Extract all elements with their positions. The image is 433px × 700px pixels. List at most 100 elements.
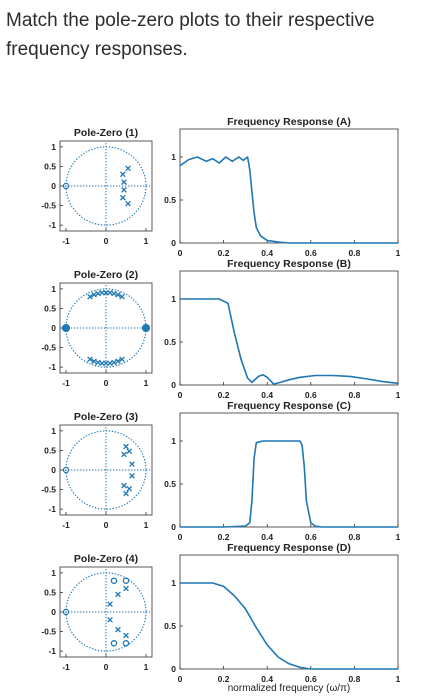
pole-marker-2-15 bbox=[111, 359, 117, 366]
fr-xtick-label-2-4: 0.8 bbox=[348, 390, 360, 400]
fr-title-2: Frequency Response (B) bbox=[227, 258, 351, 270]
fr-xtick-label-1-5: 1 bbox=[396, 248, 401, 258]
pole-marker-3-6 bbox=[126, 485, 133, 492]
fr-axes-4 bbox=[179, 554, 399, 670]
fr-ytick-label-1-2: 0 bbox=[171, 238, 176, 248]
pole-marker-4-5 bbox=[123, 632, 129, 639]
pole-marker-1-1 bbox=[119, 171, 126, 178]
pz-ytick-label-4-3: -0.5 bbox=[41, 627, 56, 637]
fr-xtick-label-3-0: 0 bbox=[178, 532, 183, 542]
fr-ytick-label-2-2: 0 bbox=[171, 380, 176, 390]
pole-marker-4-3 bbox=[107, 616, 113, 623]
zero-marker-4-1 bbox=[110, 577, 118, 584]
pole-marker-3-0 bbox=[123, 443, 129, 450]
pole-marker-4-2 bbox=[107, 601, 113, 608]
pz-ytick-label-2-3: -0.5 bbox=[41, 343, 56, 353]
zero-marker-3-0 bbox=[62, 466, 70, 474]
zero-marker-4-0 bbox=[62, 608, 70, 616]
fr-xtick-label-2-5: 1 bbox=[396, 390, 401, 400]
pole-marker-2-1 bbox=[91, 291, 97, 298]
fr-title-3: Frequency Response (C) bbox=[227, 400, 351, 412]
pz-ytick-label-1-2: 0 bbox=[51, 181, 56, 191]
fr-title-4: Frequency Response (D) bbox=[227, 542, 351, 554]
pz-ytick-label-2-0: 1 bbox=[51, 284, 56, 294]
fr-xtick-label-3-2: 0.4 bbox=[261, 532, 273, 542]
pz-xtick-label-3-1: 0 bbox=[104, 520, 109, 530]
pole-marker-2-9 bbox=[87, 356, 93, 363]
pz-ytick-label-3-2: 0 bbox=[51, 465, 56, 475]
zero-marker-4-2 bbox=[122, 577, 130, 584]
pole-marker-3-4 bbox=[129, 473, 135, 479]
pz-ytick-label-1-3: -0.5 bbox=[41, 201, 56, 211]
pz-ytick-label-1-0: 1 bbox=[51, 142, 56, 152]
fr-xtick-label-3-4: 0.8 bbox=[348, 532, 360, 542]
pole-marker-2-6 bbox=[111, 290, 117, 297]
pole-marker-4-1 bbox=[115, 591, 121, 598]
zero-marker-4-4 bbox=[110, 640, 118, 647]
pz-xtick-label-3-0: -1 bbox=[62, 520, 70, 530]
x-axis-label: normalized frequency (ω/π) bbox=[228, 683, 351, 694]
pole-marker-3-1 bbox=[126, 448, 133, 455]
pz-ytick-label-2-2: 0 bbox=[51, 323, 56, 333]
fr-xtick-label-1-2: 0.4 bbox=[261, 248, 273, 258]
pz-ytick-label-1-1: 0.5 bbox=[44, 161, 56, 171]
fr-xtick-label-4-1: 0.2 bbox=[218, 674, 230, 684]
fr-ytick-label-3-2: 0 bbox=[171, 522, 176, 532]
response-curve-3 bbox=[180, 440, 398, 528]
pz-ytick-label-4-0: 1 bbox=[51, 568, 56, 578]
fr-xtick-label-2-0: 0 bbox=[178, 390, 183, 400]
pz-xtick-label-1-2: 1 bbox=[144, 236, 149, 246]
fr-xtick-label-3-3: 0.6 bbox=[305, 532, 317, 542]
pz-ytick-label-4-4: -1 bbox=[48, 646, 56, 656]
fr-xtick-label-3-1: 0.2 bbox=[218, 532, 230, 542]
pz-xtick-label-1-0: -1 bbox=[62, 236, 70, 246]
pz-xtick-label-2-2: 1 bbox=[144, 378, 149, 388]
response-curve-4 bbox=[180, 582, 398, 670]
fr-axes-2 bbox=[179, 270, 399, 386]
fr-title-1: Frequency Response (A) bbox=[227, 116, 351, 128]
response-curve-2 bbox=[180, 298, 399, 385]
pole-marker-3-7 bbox=[123, 490, 129, 497]
pole-marker-3-3 bbox=[129, 461, 135, 467]
fr-xtick-label-1-1: 0.2 bbox=[218, 248, 230, 258]
pz-ytick-label-4-2: 0 bbox=[51, 607, 56, 617]
pz-xtick-label-4-2: 1 bbox=[144, 662, 149, 672]
question-text: Match the pole-zero plots to their respe… bbox=[6, 10, 375, 60]
fr-ytick-label-3-1: 0.5 bbox=[164, 479, 176, 489]
fr-xtick-label-2-2: 0.4 bbox=[261, 390, 273, 400]
pz-ytick-label-2-4: -1 bbox=[48, 362, 56, 372]
pz-title-1: Pole-Zero (1) bbox=[74, 127, 138, 139]
pz-title-2: Pole-Zero (2) bbox=[74, 269, 138, 281]
fr-axes-1 bbox=[179, 128, 399, 244]
fr-ytick-label-2-0: 1 bbox=[171, 294, 176, 304]
pole-marker-2-17 bbox=[119, 356, 125, 363]
pz-ytick-label-3-0: 1 bbox=[51, 426, 56, 436]
fr-ytick-label-4-2: 0 bbox=[171, 664, 176, 674]
fr-ytick-label-4-0: 1 bbox=[171, 578, 176, 588]
zero-marker-1-0 bbox=[62, 182, 70, 190]
fr-xtick-label-4-2: 0.4 bbox=[261, 674, 273, 684]
pole-marker-2-10 bbox=[91, 358, 97, 365]
fr-xtick-label-4-5: 1 bbox=[396, 674, 401, 684]
pz-title-4: Pole-Zero (4) bbox=[74, 553, 138, 565]
fr-xtick-label-2-1: 0.2 bbox=[218, 390, 230, 400]
pole-marker-2-8 bbox=[119, 293, 125, 300]
fr-xtick-label-3-5: 1 bbox=[396, 532, 401, 542]
fr-ytick-label-3-0: 1 bbox=[171, 436, 176, 446]
fr-axes-3 bbox=[179, 412, 399, 528]
fr-xtick-label-1-0: 0 bbox=[178, 248, 183, 258]
zero-marker-2-1 bbox=[141, 323, 151, 333]
pz-ytick-label-3-1: 0.5 bbox=[44, 445, 56, 455]
pole-marker-2-7 bbox=[115, 291, 121, 298]
pz-ytick-label-3-4: -1 bbox=[48, 504, 56, 514]
pz-ytick-label-3-3: -0.5 bbox=[41, 485, 56, 495]
fr-xtick-label-2-3: 0.6 bbox=[305, 390, 317, 400]
fr-xtick-label-1-4: 0.8 bbox=[348, 248, 360, 258]
pz-xtick-label-2-1: 0 bbox=[104, 378, 109, 388]
zero-marker-2-0 bbox=[61, 323, 71, 333]
response-curve-1 bbox=[179, 156, 398, 244]
zero-marker-4-3 bbox=[122, 640, 130, 647]
pz-title-3: Pole-Zero (3) bbox=[74, 411, 138, 423]
pole-marker-1-0 bbox=[125, 165, 131, 172]
